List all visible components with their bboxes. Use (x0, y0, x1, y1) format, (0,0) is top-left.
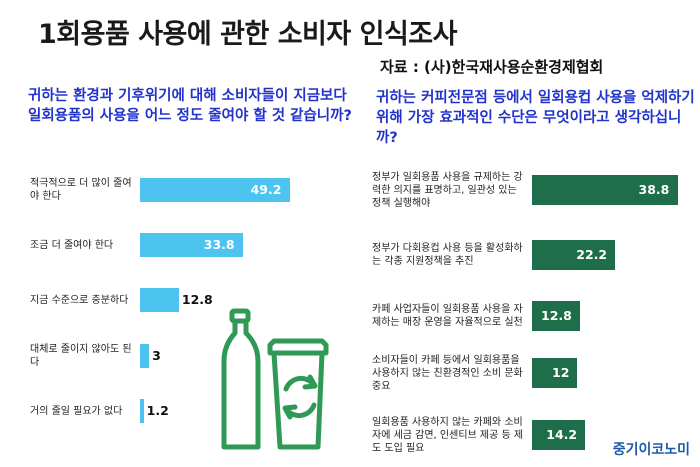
data-label: 3 (152, 348, 161, 363)
bar (532, 240, 616, 270)
brand-logo: 중기이코노미 (612, 442, 690, 458)
bar (140, 344, 150, 368)
category-label: 적극적으로 더 많이 줄여야 한다 (30, 178, 132, 202)
bar (140, 233, 243, 257)
bar (532, 175, 678, 205)
category-label: 카페 사업자들이 일회용품 사용을 자제하는 매장 운영을 자율적으로 실천 (372, 304, 523, 328)
bar (532, 420, 586, 450)
bar (532, 301, 580, 331)
bar (532, 358, 577, 388)
category-label: 일회용품 사용하지 않는 카페와 소비자에 세금 감면, 인센티브 제공 등 제… (372, 416, 524, 454)
question-left: 귀하는 환경과 기후위기에 대해 소비자들이 지금보다 일회용품의 사용을 어느… (28, 88, 352, 124)
data-label: 14.2 (546, 427, 578, 442)
data-label: 1.2 (146, 403, 169, 418)
data-label: 49.2 (250, 182, 282, 197)
data-label: 22.2 (576, 247, 608, 262)
data-label: 12.8 (181, 292, 213, 307)
data-label: 12.8 (541, 308, 572, 323)
data-label: 33.8 (203, 237, 235, 252)
category-label: 거의 줄일 필요가 없다 (30, 405, 123, 417)
bar (140, 288, 179, 312)
data-label: 38.8 (638, 182, 670, 197)
page-title: 1회용품 사용에 관한 소비자 인식조사 (38, 19, 458, 50)
data-label: 12 (552, 365, 570, 380)
category-label: 소비자들이 카페 등에서 일회용품을 사용하지 않는 친환경적인 소비 문화 중… (372, 354, 523, 392)
source-credit: 자료 : (사)한국재사용순환경제협회 (380, 58, 604, 76)
question-right: 귀하는 커피전문점 등에서 일회용컵 사용을 억제하기 위해 가장 효과적인 수… (376, 90, 695, 146)
bar (140, 178, 290, 202)
category-label: 정부가 일회용품 사용을 규제하는 강력한 의지를 표명하고, 일관성 있는 정… (372, 171, 523, 209)
bar (140, 399, 144, 423)
category-label: 지금 수준으로 충분하다 (30, 294, 129, 306)
category-label: 조금 더 줄여야 한다 (30, 239, 114, 251)
category-label: 정부가 다회용컵 사용 등을 활성화하는 각종 지원정책을 추진 (372, 243, 523, 267)
recycle-bottles-icon (218, 305, 346, 459)
category-label: 대체로 줄이지 않아도 된다 (30, 344, 132, 368)
